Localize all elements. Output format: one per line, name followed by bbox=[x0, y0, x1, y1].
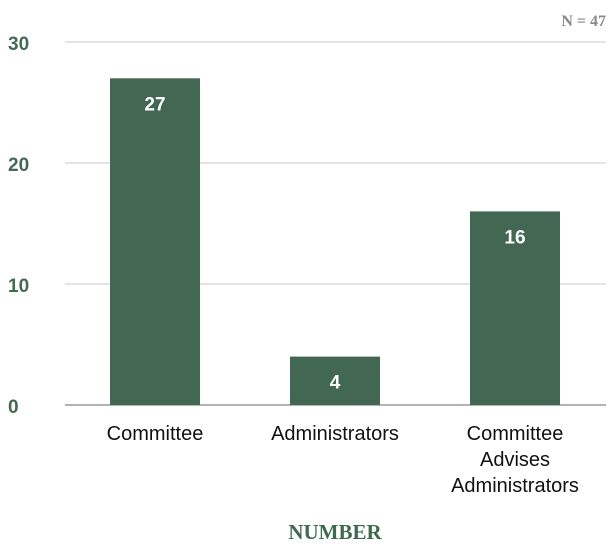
y-axis-ticks: 0 10 20 30 bbox=[8, 34, 29, 418]
bar-value-label: 27 bbox=[144, 94, 165, 115]
category-label: Committee bbox=[467, 423, 564, 445]
x-axis-categories: Committee Administrators Committee Advises A… bbox=[107, 423, 579, 497]
y-tick-label: 0 bbox=[8, 397, 19, 418]
category-label: Committee bbox=[107, 423, 204, 445]
y-tick-label: 30 bbox=[8, 34, 29, 55]
category-label: Advises bbox=[480, 449, 550, 471]
bar-value-label: 16 bbox=[504, 227, 525, 248]
category-label: Administrators bbox=[271, 423, 399, 445]
category-label: Administrators bbox=[451, 475, 579, 497]
y-tick-label: 20 bbox=[8, 155, 29, 176]
bar-value-label: 4 bbox=[330, 373, 341, 394]
y-tick-label: 10 bbox=[8, 276, 29, 297]
sample-size-annotation: N = 47 bbox=[561, 13, 606, 30]
bar bbox=[110, 78, 200, 406]
chart-bars: 27 4 16 bbox=[110, 78, 560, 406]
bar bbox=[290, 356, 380, 405]
x-axis-title: NUMBER bbox=[288, 520, 382, 544]
bar bbox=[470, 211, 560, 405]
